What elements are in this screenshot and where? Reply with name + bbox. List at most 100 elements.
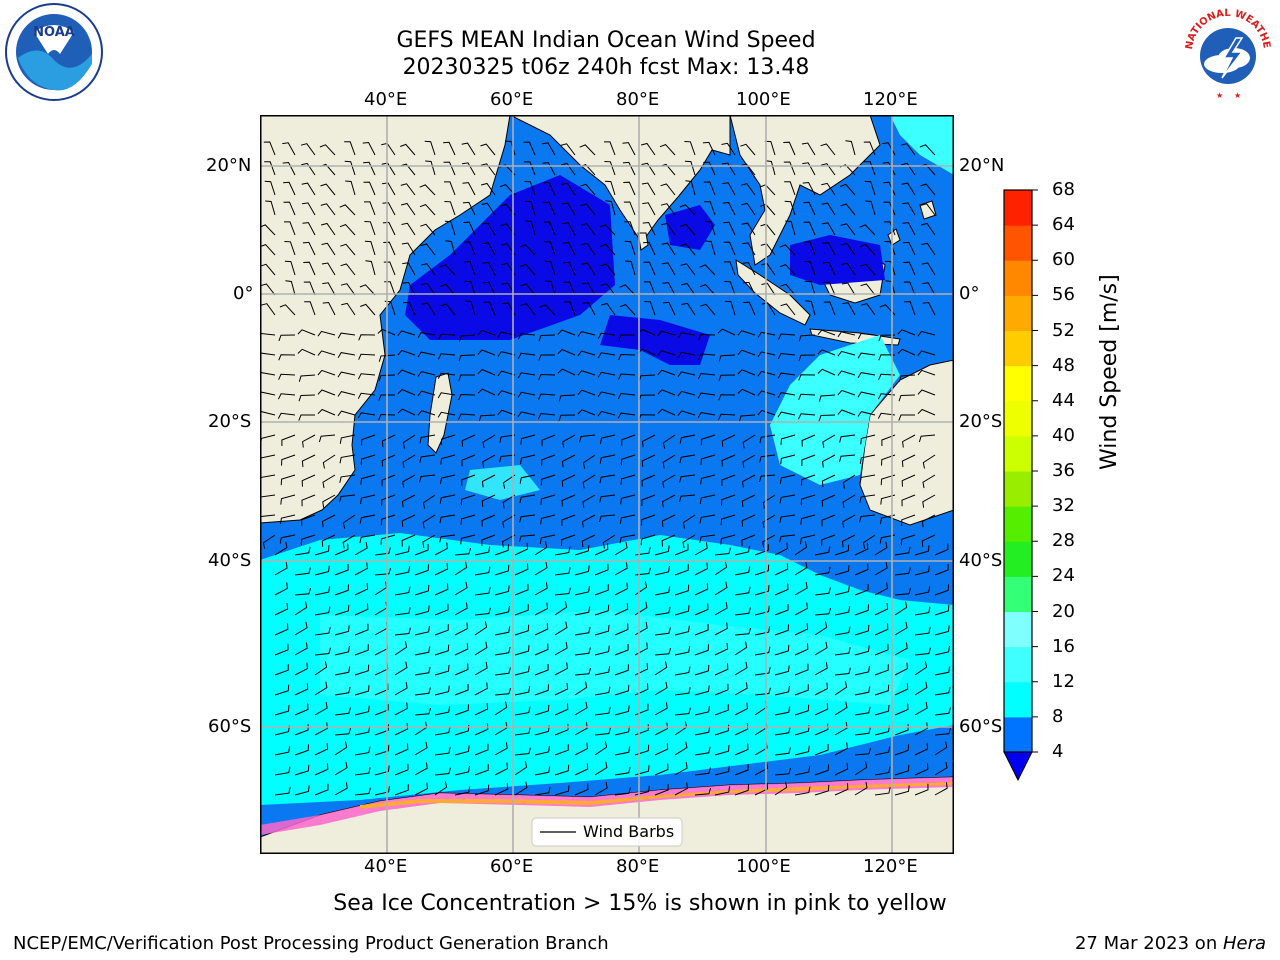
- wind-barb: [554, 587, 571, 596]
- wind-barb: [354, 726, 371, 736]
- wind-barb: [594, 563, 609, 576]
- colorbar-tick-label: 44: [1052, 389, 1075, 411]
- wind-barb: [394, 566, 411, 576]
- wind-barb: [934, 666, 951, 676]
- wind-barb: [414, 707, 432, 716]
- wind-barb: [594, 584, 609, 596]
- wind-barb: [263, 141, 276, 156]
- wind-barb: [874, 684, 890, 696]
- wind-barb: [461, 474, 476, 486]
- wind-barb: [718, 413, 736, 420]
- wind-barb: [274, 705, 290, 716]
- wind-barb: [454, 663, 469, 676]
- wind-barb: [519, 474, 536, 484]
- wind-barb: [594, 761, 608, 776]
- wind-barb: [903, 281, 916, 296]
- wind-barb: [884, 260, 896, 276]
- wind-barb: [662, 474, 676, 488]
- wind-barb: [380, 514, 396, 526]
- wind-barb: [674, 584, 690, 596]
- wind-barb: [301, 454, 316, 468]
- wind-barb: [641, 182, 656, 196]
- wind-barb: [837, 389, 856, 396]
- colorbar: [1003, 189, 1038, 782]
- wind-barb: [734, 702, 749, 716]
- wind-barb: [497, 331, 516, 338]
- wind-barb: [743, 301, 756, 316]
- wind-barb: [714, 622, 728, 636]
- lat-label-left: 60°S: [208, 716, 252, 737]
- wind-barb: [677, 410, 696, 416]
- wind-barb: [314, 681, 328, 696]
- wind-barb: [520, 263, 536, 276]
- wind-barb: [619, 534, 636, 544]
- wind-barb: [604, 180, 616, 196]
- wind-barb: [641, 514, 656, 526]
- wind-barb: [914, 742, 929, 756]
- wind-barb: [443, 161, 456, 176]
- wind-barb: [394, 682, 408, 696]
- wind-barb: [841, 262, 856, 276]
- wind-barb: [901, 494, 916, 507]
- wind-barb: [697, 412, 716, 418]
- wind-barb: [534, 766, 551, 776]
- wind-barb: [499, 184, 516, 196]
- wind-barb: [657, 408, 676, 416]
- wind-barb: [679, 454, 696, 464]
- wind-barb: [421, 302, 436, 316]
- low-wind-zone: [405, 175, 615, 340]
- wind-barb: [374, 765, 390, 776]
- wind-barb: [774, 706, 791, 716]
- wind-barb: [934, 625, 950, 636]
- wind-barb: [564, 301, 576, 316]
- wind-barb: [461, 454, 476, 467]
- wind-barb: [434, 583, 449, 596]
- wind-barb: [654, 586, 671, 596]
- wind-barb: [903, 261, 916, 276]
- wind-barb: [321, 534, 336, 547]
- wind-barb: [321, 242, 336, 256]
- wind-barb: [754, 544, 769, 556]
- wind-barb: [544, 260, 556, 276]
- wind-barb: [420, 263, 436, 276]
- wind-barb: [834, 647, 851, 656]
- wind-barb: [558, 394, 576, 402]
- wind-barb: [517, 372, 536, 379]
- wind-barb: [520, 303, 536, 316]
- australia-land: [859, 359, 954, 526]
- wind-barb: [517, 352, 536, 359]
- wind-barb: [774, 604, 789, 616]
- wind-barb: [761, 282, 776, 296]
- wind-barb: [458, 354, 476, 362]
- wind-barb: [614, 787, 631, 796]
- wind-barb: [538, 373, 556, 381]
- lon-label-top: 60°E: [490, 89, 534, 110]
- wind-barb: [814, 641, 828, 656]
- wind-barb: [842, 474, 856, 489]
- wind-barb: [623, 201, 636, 216]
- wind-barb: [474, 621, 488, 636]
- wind-barb: [834, 681, 848, 696]
- wind-barb: [894, 683, 909, 696]
- wind-barb: [394, 763, 409, 776]
- wind-barb: [705, 240, 716, 256]
- wind-barb: [894, 642, 908, 656]
- wind-barb: [574, 667, 592, 676]
- wind-barb: [640, 142, 656, 156]
- wind-barb: [322, 454, 336, 469]
- wind-barb: [764, 140, 776, 156]
- wind-barb: [497, 370, 516, 377]
- wind-barb: [854, 686, 871, 696]
- wind-barb: [402, 262, 416, 276]
- wind-barb: [382, 202, 396, 216]
- wind-barb: [314, 565, 330, 576]
- wind-barb: [280, 514, 296, 525]
- wind-barb: [758, 474, 776, 483]
- wind-barb: [377, 328, 396, 336]
- wind-barb: [581, 534, 596, 548]
- wind-barb: [301, 182, 316, 196]
- wind-barb: [574, 701, 588, 716]
- wind-barb: [557, 348, 576, 356]
- wind-barb: [604, 141, 616, 156]
- wind-barb: [674, 782, 688, 796]
